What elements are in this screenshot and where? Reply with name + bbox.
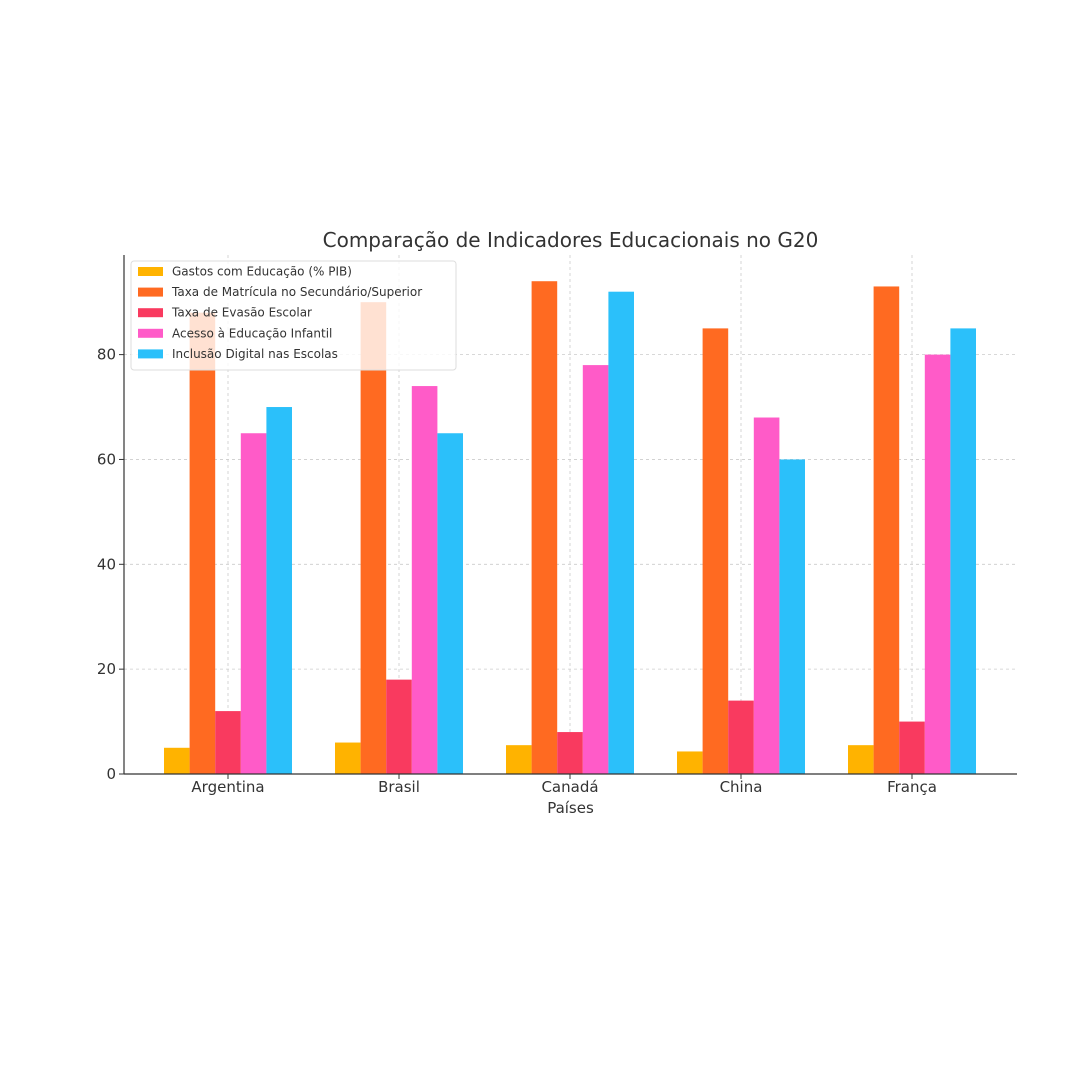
legend-label: Acesso à Educação Infantil — [172, 326, 332, 340]
bar-china-series-0 — [677, 751, 703, 774]
x-axis-label: Países — [547, 799, 594, 817]
bar-canada-series-2 — [557, 732, 583, 774]
x-tick-label: Canadá — [541, 778, 598, 796]
bar-china-series-4 — [779, 459, 805, 774]
bar-brasil-series-2 — [386, 679, 412, 774]
bar-franca-series-3 — [924, 354, 951, 774]
bar-franca-series-2 — [899, 721, 925, 774]
bar-canada-series-3 — [582, 365, 609, 774]
x-tick-label: França — [887, 778, 937, 796]
bar-franca-series-1 — [873, 286, 900, 774]
bar-canada-series-4 — [608, 291, 634, 774]
y-tick-label: 40 — [97, 555, 116, 573]
x-tick-label: Brasil — [378, 778, 420, 796]
legend-swatch — [138, 267, 163, 276]
x-tick-label: China — [720, 778, 763, 796]
bars — [164, 281, 976, 774]
bar-brasil-series-3 — [411, 386, 438, 774]
legend-swatch — [138, 308, 163, 318]
legend-label: Gastos com Educação (% PIB) — [172, 265, 352, 279]
legend-swatch — [138, 328, 163, 338]
legend-swatch — [138, 349, 163, 359]
bar-china-series-1 — [702, 328, 729, 774]
bar-franca-series-4 — [950, 328, 976, 774]
legend-label: Taxa de Evasão Escolar — [171, 306, 312, 320]
bar-canada-series-1 — [531, 281, 558, 774]
bar-china-series-3 — [753, 417, 780, 774]
axes: 0 20 40 60 80 Argentina Brasil Canadá China Franç… — [97, 255, 1017, 796]
bar-argentina-series-1 — [189, 312, 216, 774]
y-tick-label: 80 — [97, 346, 116, 364]
legend-box — [130, 260, 457, 371]
bar-canada-series-0 — [506, 745, 532, 774]
legend-label: Inclusão Digital nas Escolas — [172, 347, 338, 361]
bar-franca-series-0 — [848, 745, 874, 774]
x-tick-label: Argentina — [191, 778, 264, 796]
y-tick-label: 20 — [97, 660, 116, 678]
bar-brasil-series-4 — [437, 433, 463, 774]
legend-label: Taxa de Matrícula no Secundário/Superior — [171, 285, 422, 299]
bar-brasil-series-1 — [360, 302, 387, 774]
bar-china-series-2 — [728, 700, 754, 774]
bar-brasil-series-0 — [335, 742, 361, 774]
bar-argentina-series-3 — [240, 433, 267, 774]
chart-title: Comparação de Indicadores Educacionais n… — [323, 228, 819, 252]
y-tick-label: 0 — [106, 765, 116, 783]
legend: Gastos com Educação (% PIB) Taxa de Matrí… — [130, 260, 457, 371]
bar-argentina-series-2 — [215, 711, 241, 774]
bar-argentina-series-4 — [266, 407, 292, 774]
bar-argentina-series-0 — [164, 747, 190, 774]
y-tick-label: 60 — [97, 450, 116, 468]
legend-swatch — [138, 287, 163, 297]
